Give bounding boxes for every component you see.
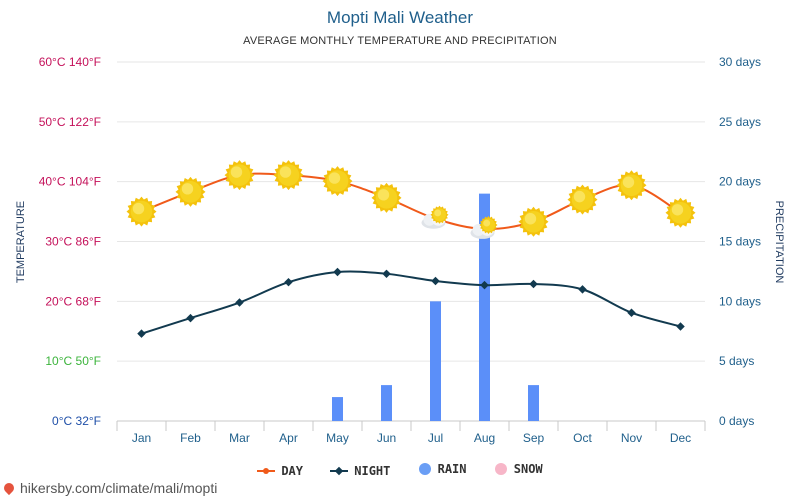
x-tick-label: Jan xyxy=(132,431,151,445)
rain-bar xyxy=(332,397,343,421)
sun-icon xyxy=(616,170,647,201)
y-right-tick-label: 30 days xyxy=(719,55,761,69)
sun-icon xyxy=(518,206,549,237)
sun-icon xyxy=(224,160,255,191)
sun-highlight xyxy=(230,166,243,178)
night-line xyxy=(141,270,681,335)
x-tick-label: Aug xyxy=(474,431,495,445)
sun-highlight xyxy=(573,190,586,203)
x-tick-label: Jul xyxy=(428,431,443,445)
y-left-axis-title: TEMPERATURE xyxy=(15,201,27,283)
sun-highlight xyxy=(483,219,491,227)
legend-rain[interactable]: RAIN xyxy=(418,462,467,476)
y-left-tick-label: 60°C 140°F xyxy=(39,55,101,69)
x-tick-label: Sep xyxy=(523,431,545,445)
night-point xyxy=(186,313,195,323)
night-point xyxy=(480,280,489,290)
rain-bar xyxy=(528,385,539,421)
location-pin-icon xyxy=(1,480,17,496)
night-point xyxy=(137,329,146,338)
y-right-axis-title: PRECIPITATION xyxy=(773,201,785,284)
sun-highlight xyxy=(279,166,292,178)
chart-subtitle: AVERAGE MONTHLY TEMPERATURE AND PRECIPIT… xyxy=(243,35,557,47)
sun-highlight xyxy=(181,183,194,195)
legend-night[interactable]: NIGHT xyxy=(330,464,390,478)
night-line-icon xyxy=(330,466,349,476)
sun-highlight xyxy=(622,176,635,188)
x-tick-label: Nov xyxy=(621,431,642,445)
y-right-tick-label: 20 days xyxy=(719,175,761,189)
night-point xyxy=(333,267,342,277)
chart-title: Mopti Mali Weather xyxy=(326,8,474,27)
legend-snow-label: SNOW xyxy=(513,462,543,476)
y-left-tick-label: 10°C 50°F xyxy=(45,354,101,368)
day-line-icon xyxy=(257,468,276,474)
sun-icon xyxy=(371,182,402,213)
y-right-tick-label: 25 days xyxy=(719,115,761,129)
x-tick-label: Apr xyxy=(279,431,298,445)
x-tick-label: Jun xyxy=(377,431,396,445)
y-right-tick-label: 10 days xyxy=(719,294,761,308)
sun-icon xyxy=(567,184,598,215)
x-tick-label: May xyxy=(326,431,349,445)
small-sun-icon xyxy=(479,215,498,234)
y-left-tick-label: 40°C 104°F xyxy=(39,175,101,189)
sun-highlight xyxy=(524,213,537,225)
night-point xyxy=(627,308,636,317)
rain-bar xyxy=(479,193,490,421)
rain-bar xyxy=(381,385,392,421)
sun-icon xyxy=(175,176,206,207)
night-point xyxy=(529,279,538,289)
sun-highlight xyxy=(671,204,684,216)
y-right-tick-label: 0 days xyxy=(719,414,754,428)
chart-legend: DAY NIGHT RAIN SNOW xyxy=(0,462,800,479)
sun-icon xyxy=(322,166,353,197)
y-right-tick-label: 5 days xyxy=(719,354,754,368)
small-sun-icon xyxy=(430,205,449,224)
sun-highlight xyxy=(328,172,341,184)
rain-bar xyxy=(430,301,441,421)
sun-highlight xyxy=(132,202,145,215)
legend-night-label: NIGHT xyxy=(354,464,391,478)
legend-day-label: DAY xyxy=(281,464,304,478)
night-point xyxy=(431,276,440,286)
sun-icon xyxy=(273,160,304,191)
sun-highlight xyxy=(377,189,390,201)
legend-rain-label: RAIN xyxy=(437,462,467,476)
legend-day[interactable]: DAY xyxy=(257,464,303,478)
y-right-tick-label: 15 days xyxy=(719,235,761,249)
legend-snow[interactable]: SNOW xyxy=(494,462,543,476)
y-left-tick-label: 20°C 68°F xyxy=(45,294,101,308)
source-link[interactable]: hikersby.com/climate/mali/mopti xyxy=(1,480,218,496)
sun-icon xyxy=(665,197,696,228)
rain-dot-icon xyxy=(418,463,431,475)
night-point xyxy=(578,285,587,294)
sun-highlight xyxy=(434,209,442,217)
night-point xyxy=(676,322,685,331)
night-point xyxy=(284,277,293,287)
x-tick-label: Feb xyxy=(180,431,201,445)
y-left-tick-label: 30°C 86°F xyxy=(45,235,101,249)
source-url: hikersby.com/climate/mali/mopti xyxy=(20,480,218,496)
night-point xyxy=(382,269,391,279)
x-tick-label: Dec xyxy=(670,431,691,445)
x-tick-label: Oct xyxy=(573,431,592,445)
y-left-tick-label: 50°C 122°F xyxy=(39,115,101,129)
sun-icon xyxy=(126,196,157,227)
night-point xyxy=(235,298,244,307)
x-tick-label: Mar xyxy=(229,431,250,445)
snow-dot-icon xyxy=(494,463,507,475)
y-left-tick-label: 0°C 32°F xyxy=(52,414,101,428)
